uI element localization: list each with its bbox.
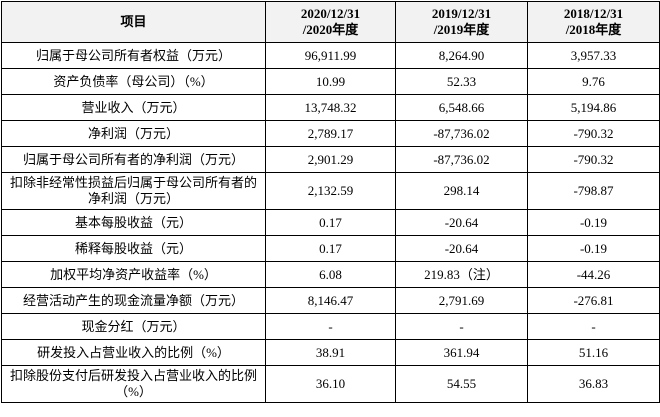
table-row: 扣除非经常性损益后归属于母公司所有者的净利润（万元） 2,132.59 298.14… [1, 172, 660, 210]
header-cell: 2018/12/31/2018年度 [527, 1, 660, 43]
cell-value: 298.14 [395, 172, 528, 210]
header-line: /2020年度 [302, 22, 359, 37]
cell-value: 38.91 [265, 339, 396, 366]
cell-value: 3,957.33 [527, 42, 660, 69]
row-label: 扣除股份支付后研发投入占营业收入的比例（%） [1, 365, 266, 403]
header-cell: 2020/12/31/2020年度 [265, 1, 396, 43]
cell-value: 0.17 [265, 209, 396, 236]
table-row: 基本每股收益（元） 0.17 -20.64 -0.19 [1, 209, 660, 236]
cell-value: -44.26 [527, 261, 660, 288]
financial-table: 项目 2020/12/31/2020年度 2019/12/31/2019年度 201… [1, 1, 660, 403]
row-label: 扣除非经常性损益后归属于母公司所有者的净利润（万元） [1, 172, 266, 210]
cell-value: -790.32 [527, 120, 660, 147]
header-line: 2020/12/31 [300, 6, 361, 21]
row-label: 资产负债率（母公司）（%） [1, 68, 266, 95]
table-row: 归属于母公司所有者权益（万元） 96,911.99 8,264.90 3,957.33 [1, 42, 660, 69]
cell-value: 10.99 [265, 68, 396, 95]
cell-value: 8,146.47 [265, 287, 396, 314]
cell-value: -0.19 [527, 209, 660, 236]
cell-value: 0.17 [265, 235, 396, 262]
cell-value: 8,264.90 [395, 42, 528, 69]
table-row: 归属于母公司所有者的净利润（万元） 2,901.29 -87,736.02 -790.… [1, 146, 660, 173]
cell-value: -20.64 [395, 209, 528, 236]
header-line: /2018年度 [565, 22, 622, 37]
cell-value: -0.19 [527, 235, 660, 262]
cell-value: -20.64 [395, 235, 528, 262]
row-label: 净利润（万元） [1, 120, 266, 147]
header-line: 2018/12/31 [563, 6, 624, 21]
row-label: 归属于母公司所有者权益（万元） [1, 42, 266, 69]
row-label: 加权平均净资产收益率（%） [1, 261, 266, 288]
cell-value: 13,748.32 [265, 94, 396, 121]
row-label: 研发投入占营业收入的比例（%） [1, 339, 266, 366]
header-line: /2019年度 [433, 22, 490, 37]
cell-value: - [265, 313, 396, 340]
table-row: 扣除股份支付后研发投入占营业收入的比例（%） 36.10 54.55 36.83 [1, 365, 660, 403]
cell-value: 52.33 [395, 68, 528, 95]
cell-value: 6.08 [265, 261, 396, 288]
row-label: 稀释每股收益（元） [1, 235, 266, 262]
cell-value: 2,132.59 [265, 172, 396, 210]
row-label: 营业收入（万元） [1, 94, 266, 121]
cell-value: -790.32 [527, 146, 660, 173]
cell-value: -87,736.02 [395, 146, 528, 173]
cell-value: -798.87 [527, 172, 660, 210]
header-cell: 2019/12/31/2019年度 [395, 1, 528, 43]
table-row: 现金分红（万元） - - - [1, 313, 660, 340]
cell-value: 9.76 [527, 68, 660, 95]
row-label: 经营活动产生的现金流量净额（万元） [1, 287, 266, 314]
cell-value: - [527, 313, 660, 340]
cell-value: -276.81 [527, 287, 660, 314]
cell-value: 96,911.99 [265, 42, 396, 69]
cell-value: 2,791.69 [395, 287, 528, 314]
cell-value: 36.83 [527, 365, 660, 403]
cell-value: 6,548.66 [395, 94, 528, 121]
header-cell: 项目 [1, 1, 266, 43]
row-label: 现金分红（万元） [1, 313, 266, 340]
row-label: 基本每股收益（元） [1, 209, 266, 236]
cell-value: 2,901.29 [265, 146, 396, 173]
cell-value: - [395, 313, 528, 340]
table-row: 营业收入（万元） 13,748.32 6,548.66 5,194.86 [1, 94, 660, 121]
table-row: 净利润（万元） 2,789.17 -87,736.02 -790.32 [1, 120, 660, 147]
cell-value: 51.16 [527, 339, 660, 366]
cell-value: 36.10 [265, 365, 396, 403]
table-row: 经营活动产生的现金流量净额（万元） 8,146.47 2,791.69 -276.81 [1, 287, 660, 314]
cell-value: -87,736.02 [395, 120, 528, 147]
table-row: 研发投入占营业收入的比例（%） 38.91 361.94 51.16 [1, 339, 660, 366]
header-row: 项目 2020/12/31/2020年度 2019/12/31/2019年度 201… [1, 1, 660, 43]
table-row: 稀释每股收益（元） 0.17 -20.64 -0.19 [1, 235, 660, 262]
table-row: 加权平均净资产收益率（%） 6.08 219.83（注） -44.26 [1, 261, 660, 288]
table-row: 资产负债率（母公司）（%） 10.99 52.33 9.76 [1, 68, 660, 95]
cell-value: 54.55 [395, 365, 528, 403]
row-label: 归属于母公司所有者的净利润（万元） [1, 146, 266, 173]
header-line: 2019/12/31 [431, 6, 492, 21]
cell-value: 219.83（注） [395, 261, 528, 288]
cell-value: 361.94 [395, 339, 528, 366]
cell-value: 2,789.17 [265, 120, 396, 147]
cell-value: 5,194.86 [527, 94, 660, 121]
